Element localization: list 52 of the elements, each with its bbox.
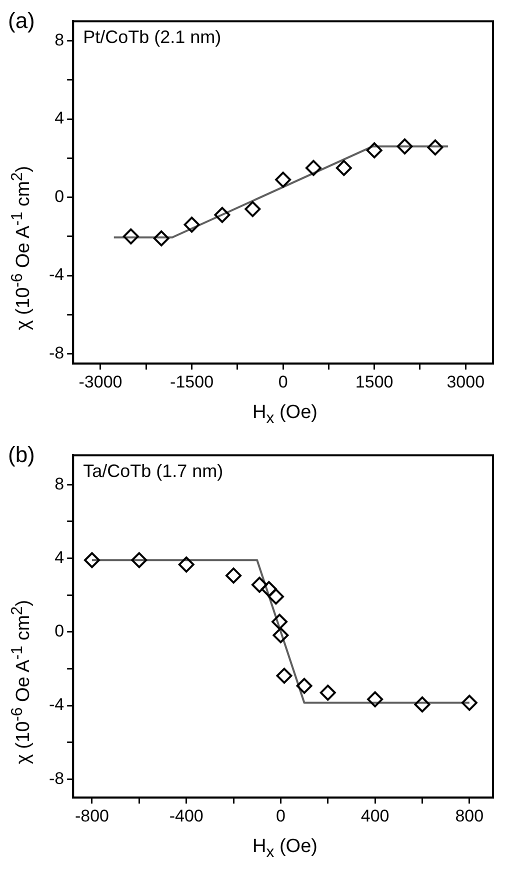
- y-tick-label: 4: [54, 548, 64, 567]
- point: [214, 206, 230, 223]
- y-tick-label: 8: [54, 30, 64, 50]
- x-tick-label: -1500: [170, 372, 214, 392]
- point: [305, 160, 322, 176]
- annotation: Ta/CoTb (1.7 nm): [83, 461, 224, 482]
- point: [184, 216, 200, 233]
- point: [296, 678, 312, 694]
- point: [226, 568, 242, 584]
- point: [244, 201, 261, 218]
- y-tick-label: -4: [48, 695, 64, 714]
- y-tick-label: 4: [54, 108, 64, 128]
- point: [320, 684, 336, 701]
- point: [414, 696, 430, 712]
- x-tick-label: -800: [74, 806, 110, 826]
- point: [396, 138, 413, 154]
- y-tick-label: -8: [48, 344, 64, 363]
- x-tick-label: 0: [276, 806, 286, 826]
- point: [276, 668, 292, 684]
- chart-title: (a): [8, 8, 35, 34]
- x-tick-label: 3000: [446, 372, 485, 392]
- y-tick-label: -8: [48, 768, 64, 788]
- point: [272, 627, 289, 644]
- point: [275, 172, 292, 188]
- point: [131, 552, 148, 568]
- x-axis-title: H$_{x}$ (Oe): [252, 836, 318, 862]
- point: [336, 160, 352, 176]
- y-tick-label: 0: [54, 186, 64, 206]
- y-tick-label: 8: [54, 474, 64, 494]
- annotation: Pt/CoTb (2.1 nm): [83, 27, 222, 48]
- point: [268, 588, 284, 605]
- point: [153, 230, 170, 246]
- point: [366, 142, 382, 158]
- x-tick-label: 800: [455, 806, 484, 826]
- point: [178, 556, 194, 573]
- point: [122, 228, 139, 244]
- chart-title: (b): [8, 442, 35, 468]
- point: [272, 614, 288, 630]
- x-tick-label: 0: [278, 372, 288, 392]
- point: [84, 552, 100, 568]
- x-tick-label: 400: [360, 806, 390, 826]
- point: [427, 139, 444, 156]
- point: [461, 694, 478, 711]
- point: [260, 581, 277, 598]
- x-tick-label: -3000: [78, 372, 122, 392]
- y-tick-label: -4: [48, 265, 64, 284]
- point: [251, 576, 268, 593]
- x-axis-title: H$_{x}$ (Oe): [252, 402, 318, 428]
- y-tick-label: 0: [54, 622, 64, 641]
- point: [367, 691, 384, 708]
- x-tick-label: 1500: [355, 372, 394, 392]
- x-tick-label: -400: [169, 806, 204, 826]
